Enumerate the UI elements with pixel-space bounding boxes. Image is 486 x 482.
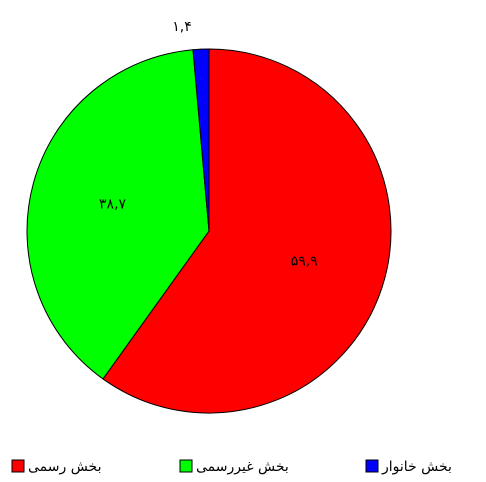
legend-label: بخش خانوار — [381, 459, 452, 475]
pie-slice — [192, 48, 210, 232]
pie-slice — [26, 49, 210, 380]
legend-label: بخش غیررسمی — [196, 459, 289, 475]
legend-label: بخش رسمی — [28, 459, 102, 475]
data-label: ۱,۴ — [172, 19, 192, 35]
data-label: ۵۹,۹ — [291, 254, 318, 270]
data-label: ۳۸,۷ — [99, 197, 126, 213]
legend-swatch — [365, 459, 379, 473]
legend-swatch — [11, 459, 25, 473]
legend-swatch — [179, 459, 193, 473]
pie-slice — [102, 48, 392, 414]
